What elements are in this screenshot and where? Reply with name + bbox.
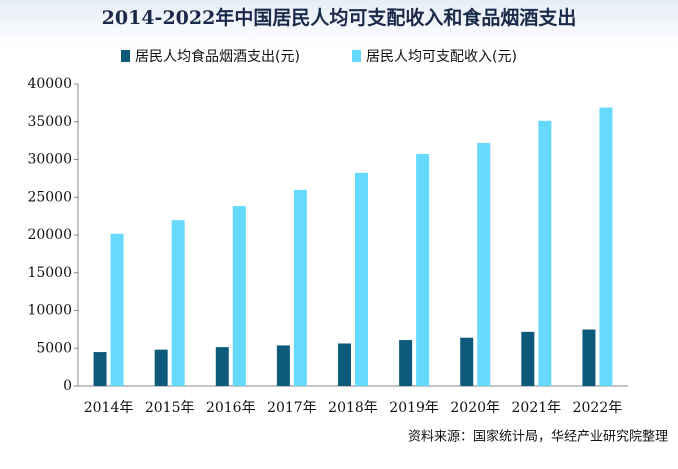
legend-swatch <box>352 50 361 62</box>
y-tick-label: 20000 <box>27 227 72 243</box>
source-note: 资料来源：国家统计局，华经产业研究院整理 <box>408 429 668 445</box>
legend-label: 居民人均可支配收入(元) <box>366 49 517 65</box>
y-tick-label: 5000 <box>36 340 72 356</box>
bar <box>276 345 290 386</box>
x-tick-label: 2022年 <box>573 400 623 416</box>
bar <box>215 347 229 386</box>
x-tick-label: 2018年 <box>328 400 378 416</box>
y-tick-label: 10000 <box>27 303 72 319</box>
x-tick-label: 2016年 <box>206 400 256 416</box>
y-tick-label: 15000 <box>27 265 72 281</box>
y-tick-label: 30000 <box>27 152 72 168</box>
x-tick-label: 2020年 <box>450 400 500 416</box>
bar <box>521 331 535 386</box>
y-tick-label: 35000 <box>27 114 72 130</box>
legend-label: 居民人均食品烟酒支出(元) <box>135 48 300 65</box>
x-tick-label: 2014年 <box>84 400 134 416</box>
bar <box>293 189 307 386</box>
bar <box>110 233 124 386</box>
bar <box>582 329 596 386</box>
x-tick-label: 2019年 <box>389 400 439 416</box>
x-tick-label: 2017年 <box>267 400 317 416</box>
bar <box>460 337 474 386</box>
y-tick-label: 40000 <box>27 76 72 92</box>
legend-swatch <box>121 50 130 62</box>
y-tick-label: 0 <box>63 378 72 394</box>
chart-title: 2014-2022年中国居民人均可支配收入和食品烟酒支出 <box>102 6 577 29</box>
bar <box>416 153 430 386</box>
x-tick-label: 2015年 <box>145 400 195 416</box>
y-tick-label: 25000 <box>27 189 72 205</box>
x-tick-label: 2021年 <box>512 400 562 416</box>
bar <box>93 352 107 386</box>
bar <box>232 206 246 386</box>
bar <box>338 343 351 386</box>
bar <box>477 142 491 386</box>
bar <box>399 340 413 386</box>
bar <box>599 107 613 386</box>
bar <box>355 172 368 386</box>
bar <box>171 220 185 386</box>
bar <box>538 120 552 386</box>
bar <box>154 349 168 386</box>
